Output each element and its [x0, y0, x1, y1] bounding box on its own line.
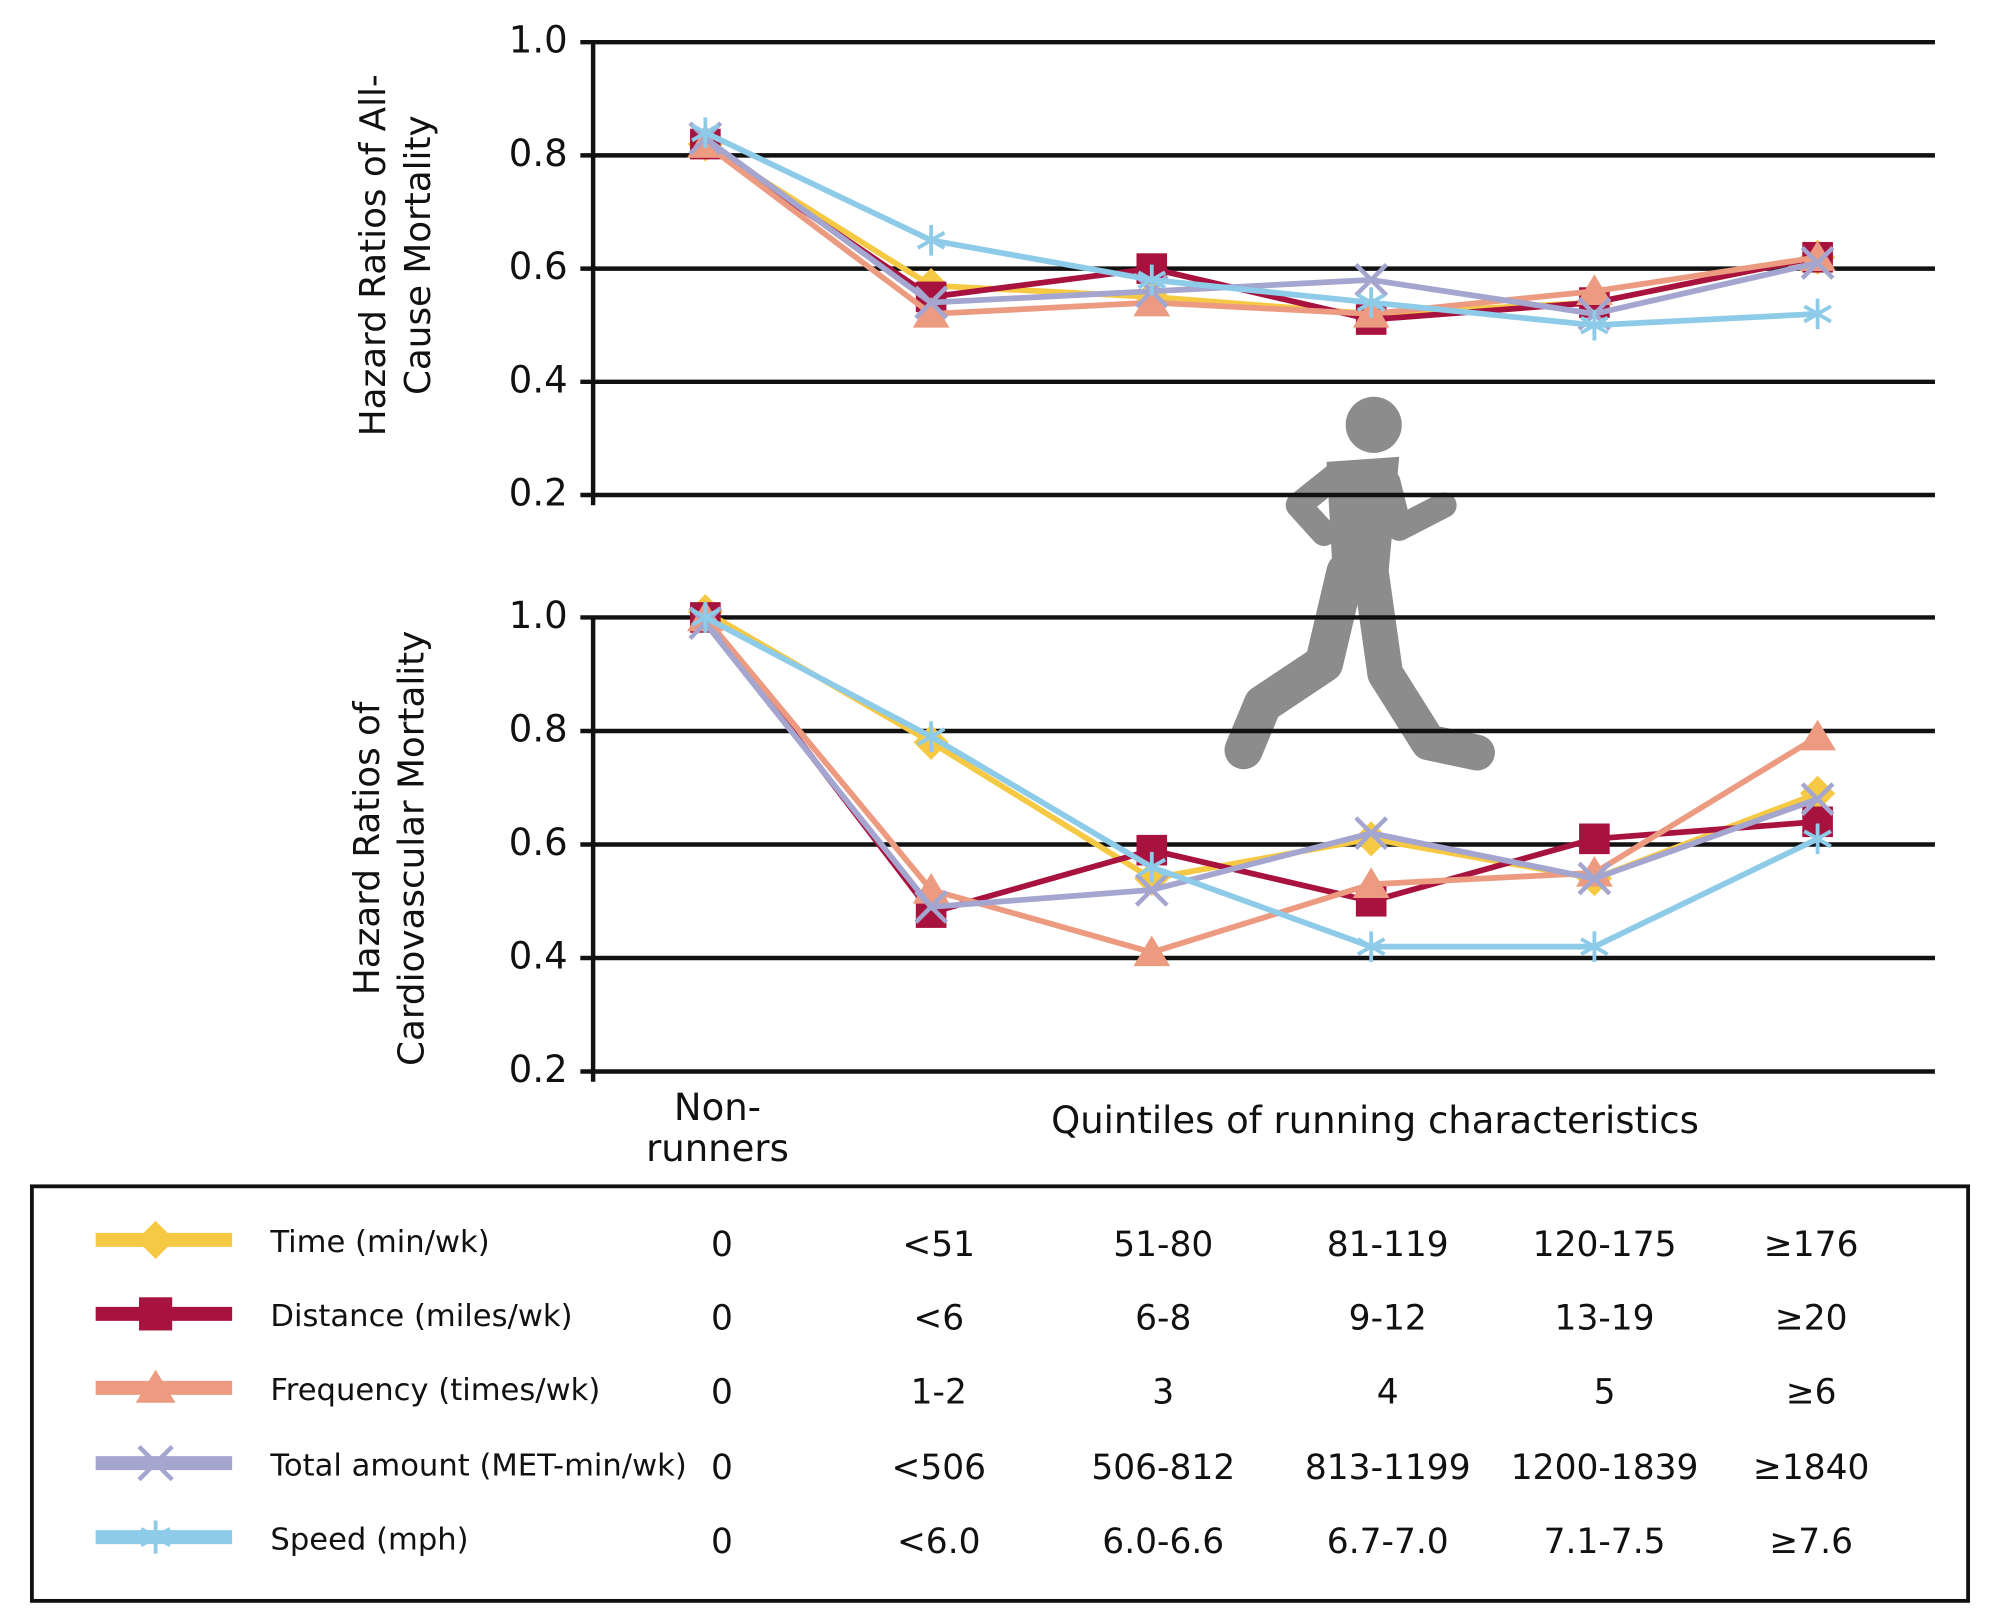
- table-cell: ≥20: [1775, 1299, 1848, 1339]
- data-point: [1133, 285, 1171, 317]
- data-point: [1353, 821, 1389, 857]
- table-cell: ≥7.6: [1769, 1522, 1853, 1562]
- table-cell: 0: [711, 1225, 733, 1265]
- data-point: [1803, 298, 1832, 330]
- data-point: [691, 602, 720, 633]
- y-label-container: Hazard Ratios of All-Cause Mortality: [352, 74, 439, 437]
- table-cell: ≥6: [1786, 1373, 1837, 1413]
- data-point: [1354, 263, 1389, 297]
- y-tick-label: 0.6: [509, 245, 568, 288]
- y-tick-label: 1.0: [509, 594, 568, 637]
- table-cell: 6.0-6.6: [1102, 1522, 1224, 1562]
- series-line: [703, 615, 1820, 956]
- table-cell: 6-8: [1135, 1299, 1191, 1339]
- data-point: [1134, 873, 1169, 907]
- data-point: [1356, 931, 1386, 962]
- data-point: [1137, 264, 1167, 296]
- data-point: [1579, 823, 1610, 855]
- data-point: [1137, 851, 1167, 883]
- table-cell: 3: [1152, 1373, 1174, 1413]
- data-point: [914, 285, 949, 320]
- data-point: [1354, 816, 1389, 851]
- data-point: [1580, 931, 1609, 962]
- data-point: [1352, 867, 1390, 898]
- series-line: [703, 136, 1819, 317]
- y-tick-label: 0.6: [509, 821, 568, 864]
- y-label-container: Hazard Ratios of Cardiovascular Mortalit…: [345, 630, 433, 1066]
- legend-marker: [139, 1297, 173, 1331]
- table-cell: 7.1-7.5: [1544, 1522, 1666, 1562]
- y-tick-label: 0.4: [509, 358, 568, 401]
- data-point: [916, 224, 946, 256]
- y-tick-label: 1.0: [509, 19, 568, 62]
- table-cell: 0: [711, 1299, 733, 1339]
- series-line: [704, 614, 1819, 950]
- data-point: [912, 297, 950, 328]
- table-cell: 506-812: [1091, 1448, 1235, 1488]
- y-tick-label: 0.2: [509, 1048, 568, 1091]
- table-cell: 0: [711, 1522, 733, 1562]
- y-axis-label: Hazard Ratios of All-Cause Mortality: [352, 74, 439, 437]
- runner-icon: [1224, 396, 1495, 771]
- series-line: [703, 615, 1818, 916]
- y-tick-label: 0.2: [509, 472, 568, 515]
- series-line: [703, 621, 1819, 910]
- table-cell: 81-119: [1327, 1225, 1449, 1265]
- legend-table-frame: [29, 1184, 1971, 1603]
- data-point: [1356, 287, 1386, 318]
- series-line: [703, 141, 1819, 317]
- table-cell: <51: [902, 1225, 975, 1265]
- table-cell: ≥176: [1764, 1225, 1859, 1265]
- x-tick-container: Non-runners: [646, 1085, 789, 1170]
- data-point: [1800, 782, 1835, 816]
- legend-marker: [137, 1444, 174, 1482]
- data-point: [691, 117, 720, 149]
- legend-marker: [140, 1520, 171, 1554]
- table-cell: 0: [711, 1448, 733, 1488]
- data-point: [1800, 246, 1835, 280]
- table-cell: <6.0: [897, 1522, 981, 1562]
- legend-label: Time (min/wk): [269, 1225, 489, 1260]
- table-cell: 4: [1377, 1373, 1399, 1413]
- table-cell: 120-175: [1533, 1225, 1677, 1265]
- data-point: [914, 890, 949, 924]
- y-tick-label: 0.8: [509, 132, 568, 175]
- series-line: [704, 130, 1818, 329]
- legend-marker: [135, 1369, 176, 1403]
- legend-label: Total amount (MET-min/wk): [269, 1448, 686, 1483]
- x-tick-label: Non-runners: [646, 1085, 789, 1170]
- x-axis-label: Quintiles of running characteristics: [1051, 1099, 1699, 1142]
- table-cell: 5: [1594, 1373, 1616, 1413]
- data-point: [1580, 309, 1609, 341]
- table-cell: 1-2: [911, 1373, 967, 1413]
- y-tick-label: 0.8: [509, 707, 568, 750]
- legend-label: Distance (miles/wk): [270, 1299, 572, 1334]
- legend-marker: [136, 1220, 175, 1259]
- data-point: [1133, 935, 1171, 967]
- data-point: [1799, 719, 1836, 751]
- table-cell: ≥1840: [1753, 1448, 1869, 1488]
- legend-label: Speed (mph): [270, 1522, 468, 1557]
- data-point: [1577, 861, 1612, 896]
- legend-label: Frequency (times/wk): [270, 1373, 600, 1408]
- data-point: [916, 721, 946, 752]
- table-cell: 6.7-7.0: [1327, 1522, 1449, 1562]
- y-tick-label: 0.4: [509, 935, 568, 978]
- table-cell: 0: [711, 1373, 733, 1413]
- table-cell: <6: [913, 1299, 964, 1339]
- table-cell: 9-12: [1349, 1299, 1427, 1339]
- table-cell: <506: [892, 1448, 987, 1488]
- table-cell: 813-1199: [1305, 1448, 1471, 1488]
- table-cell: 51-80: [1113, 1225, 1213, 1265]
- y-axis-label: Hazard Ratios of Cardiovascular Mortalit…: [345, 630, 433, 1066]
- data-point: [1803, 823, 1832, 855]
- data-point: [1576, 274, 1613, 306]
- table-cell: 1200-1839: [1511, 1448, 1699, 1488]
- table-cell: 13-19: [1555, 1299, 1655, 1339]
